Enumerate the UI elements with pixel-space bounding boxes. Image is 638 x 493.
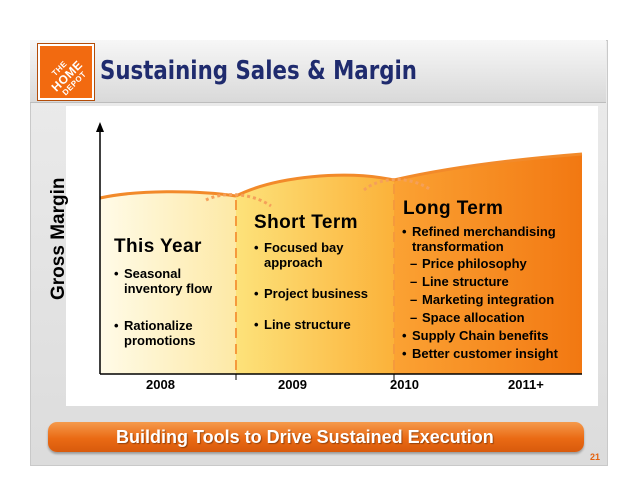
bullet-item: • Seasonal inventory flow: [114, 266, 213, 296]
this-year-region: [100, 191, 236, 374]
margin-curve-1: [99, 190, 237, 200]
sub-bullet-item: – Price philosophy: [410, 256, 527, 271]
sub-bullet-item: – Marketing integration: [410, 292, 555, 307]
sub-bullet-item: – Line structure: [410, 274, 509, 289]
logo-text: THE HOME DEPOT: [40, 46, 92, 98]
bullet-item: • Line structure: [254, 317, 351, 332]
short-term-region: [236, 175, 394, 374]
phase-title-long-term: Long Term: [403, 198, 504, 219]
bullet-item: • Rationalize promotions: [114, 318, 196, 348]
page-title: Sustaining Sales & Margin: [100, 56, 417, 86]
bullet-item: • Focused bay approach: [254, 240, 344, 270]
margin-curve-3: [393, 152, 583, 182]
x-tick-label: 2009: [278, 377, 307, 392]
home-depot-logo: THE HOME DEPOT: [38, 44, 94, 100]
phase-title-short-term: Short Term: [254, 212, 358, 233]
transition-dots-2: [363, 178, 432, 192]
banner-text: Building Tools to Drive Sustained Execut…: [116, 427, 494, 447]
x-tick-label: 2011+: [508, 377, 544, 392]
x-tick-label: 2010: [390, 377, 419, 392]
long-term-region: [394, 154, 582, 374]
footer-banner: Building Tools to Drive Sustained Execut…: [48, 422, 584, 452]
short-term-bullets: • Focused bay approach • Project business …: [254, 240, 384, 332]
this-year-bullets: • Seasonal inventory flow • Rationalize pr…: [114, 266, 234, 348]
page-number: 21: [590, 452, 601, 462]
bullet-item: • Better customer insight: [402, 346, 558, 361]
bullet-item: • Project business: [254, 286, 369, 301]
title-bar: [30, 40, 606, 103]
phase-title-this-year: This Year: [114, 236, 202, 257]
sub-bullet-item: – Space allocation: [410, 310, 525, 325]
y-axis-arrow: [96, 122, 104, 132]
x-tick-label: 2008: [146, 377, 175, 392]
margin-curve-2: [235, 173, 395, 198]
chart-area: [66, 106, 598, 406]
long-term-bullets: • Refined merchandising transformation – P…: [402, 224, 577, 361]
transition-dots-1: [205, 193, 272, 208]
chart-graphic: [96, 122, 583, 380]
bullet-item: • Supply Chain benefits: [402, 328, 549, 343]
bullet-item: • Refined merchandising transformation: [402, 224, 556, 254]
